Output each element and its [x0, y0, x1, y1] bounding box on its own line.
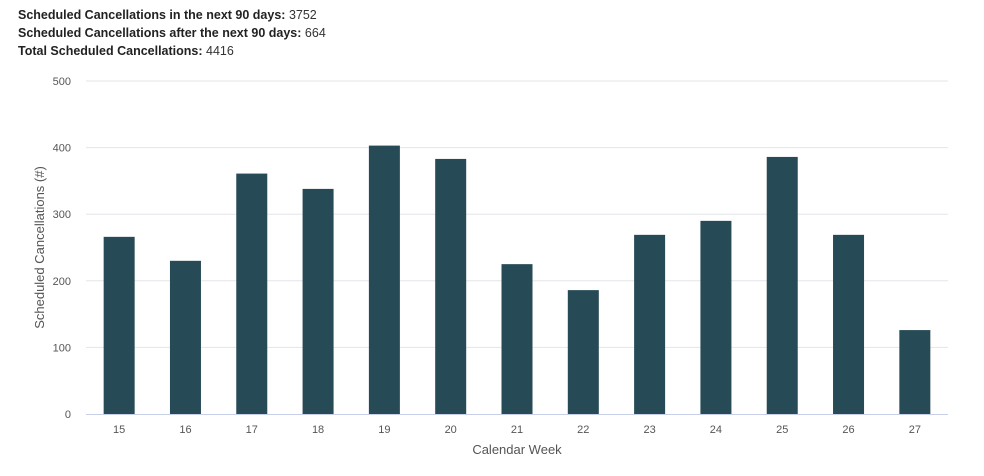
- y-tick-label: 0: [65, 409, 71, 421]
- x-tick-label: 20: [445, 424, 457, 436]
- y-tick-label: 300: [53, 209, 71, 221]
- bar-week-22[interactable]: [567, 290, 599, 414]
- x-tick-label: 25: [776, 424, 788, 436]
- grid-lines: [86, 80, 948, 348]
- bar-week-18[interactable]: [302, 188, 334, 414]
- bar-week-25[interactable]: [766, 156, 798, 414]
- x-tick-label: 22: [577, 424, 589, 436]
- x-tick-label: 18: [312, 424, 324, 436]
- x-tick-label: 17: [246, 424, 258, 436]
- summary-next-90-value: 3752: [288, 8, 317, 22]
- y-tick-label: 500: [53, 76, 71, 88]
- y-tick-label: 100: [53, 342, 71, 354]
- summary-total-value: 4416: [206, 44, 234, 58]
- x-tick-label: 26: [842, 424, 854, 436]
- x-tick-label: 21: [511, 424, 523, 436]
- bar-week-21[interactable]: [501, 264, 533, 414]
- x-axis-title: Calendar Week: [472, 442, 562, 457]
- y-tick-labels: 0 100 200 300 400 500: [53, 76, 71, 421]
- y-tick-label: 200: [53, 276, 71, 288]
- bar-week-16[interactable]: [169, 260, 201, 414]
- summary-total-label: Total Scheduled Cancellations:: [18, 44, 203, 58]
- bar-week-26[interactable]: [833, 234, 865, 414]
- bar-week-27[interactable]: [899, 330, 931, 414]
- summary-panel: Scheduled Cancellations in the next 90 d…: [18, 6, 326, 60]
- summary-after-90-label: Scheduled Cancellations after the next 9…: [18, 26, 302, 40]
- summary-next-90-days: Scheduled Cancellations in the next 90 d…: [18, 6, 326, 24]
- bars: [103, 145, 931, 415]
- x-tick-labels: 15 16 17 18 19 20 21 22 23 24 25 26 27: [113, 424, 921, 436]
- bar-week-15[interactable]: [103, 236, 135, 414]
- x-tick-label: 24: [710, 424, 722, 436]
- summary-after-90-days: Scheduled Cancellations after the next 9…: [18, 24, 326, 42]
- y-tick-label: 400: [53, 143, 71, 155]
- x-tick-label: 23: [643, 424, 655, 436]
- x-tick-label: 16: [179, 424, 191, 436]
- bar-week-19[interactable]: [368, 145, 400, 415]
- x-tick-label: 15: [113, 424, 125, 436]
- y-axis-title: Scheduled Cancellations (#): [32, 166, 47, 329]
- summary-next-90-label: Scheduled Cancellations in the next 90 d…: [18, 8, 286, 22]
- x-tick-label: 19: [378, 424, 390, 436]
- x-tick-label: 27: [909, 424, 921, 436]
- summary-total: Total Scheduled Cancellations: 4416: [18, 42, 326, 60]
- bar-week-24[interactable]: [700, 220, 732, 414]
- summary-after-90-value: 664: [304, 26, 326, 40]
- bar-week-20[interactable]: [435, 158, 467, 414]
- bar-week-17[interactable]: [236, 173, 268, 414]
- bar-week-23[interactable]: [634, 234, 666, 414]
